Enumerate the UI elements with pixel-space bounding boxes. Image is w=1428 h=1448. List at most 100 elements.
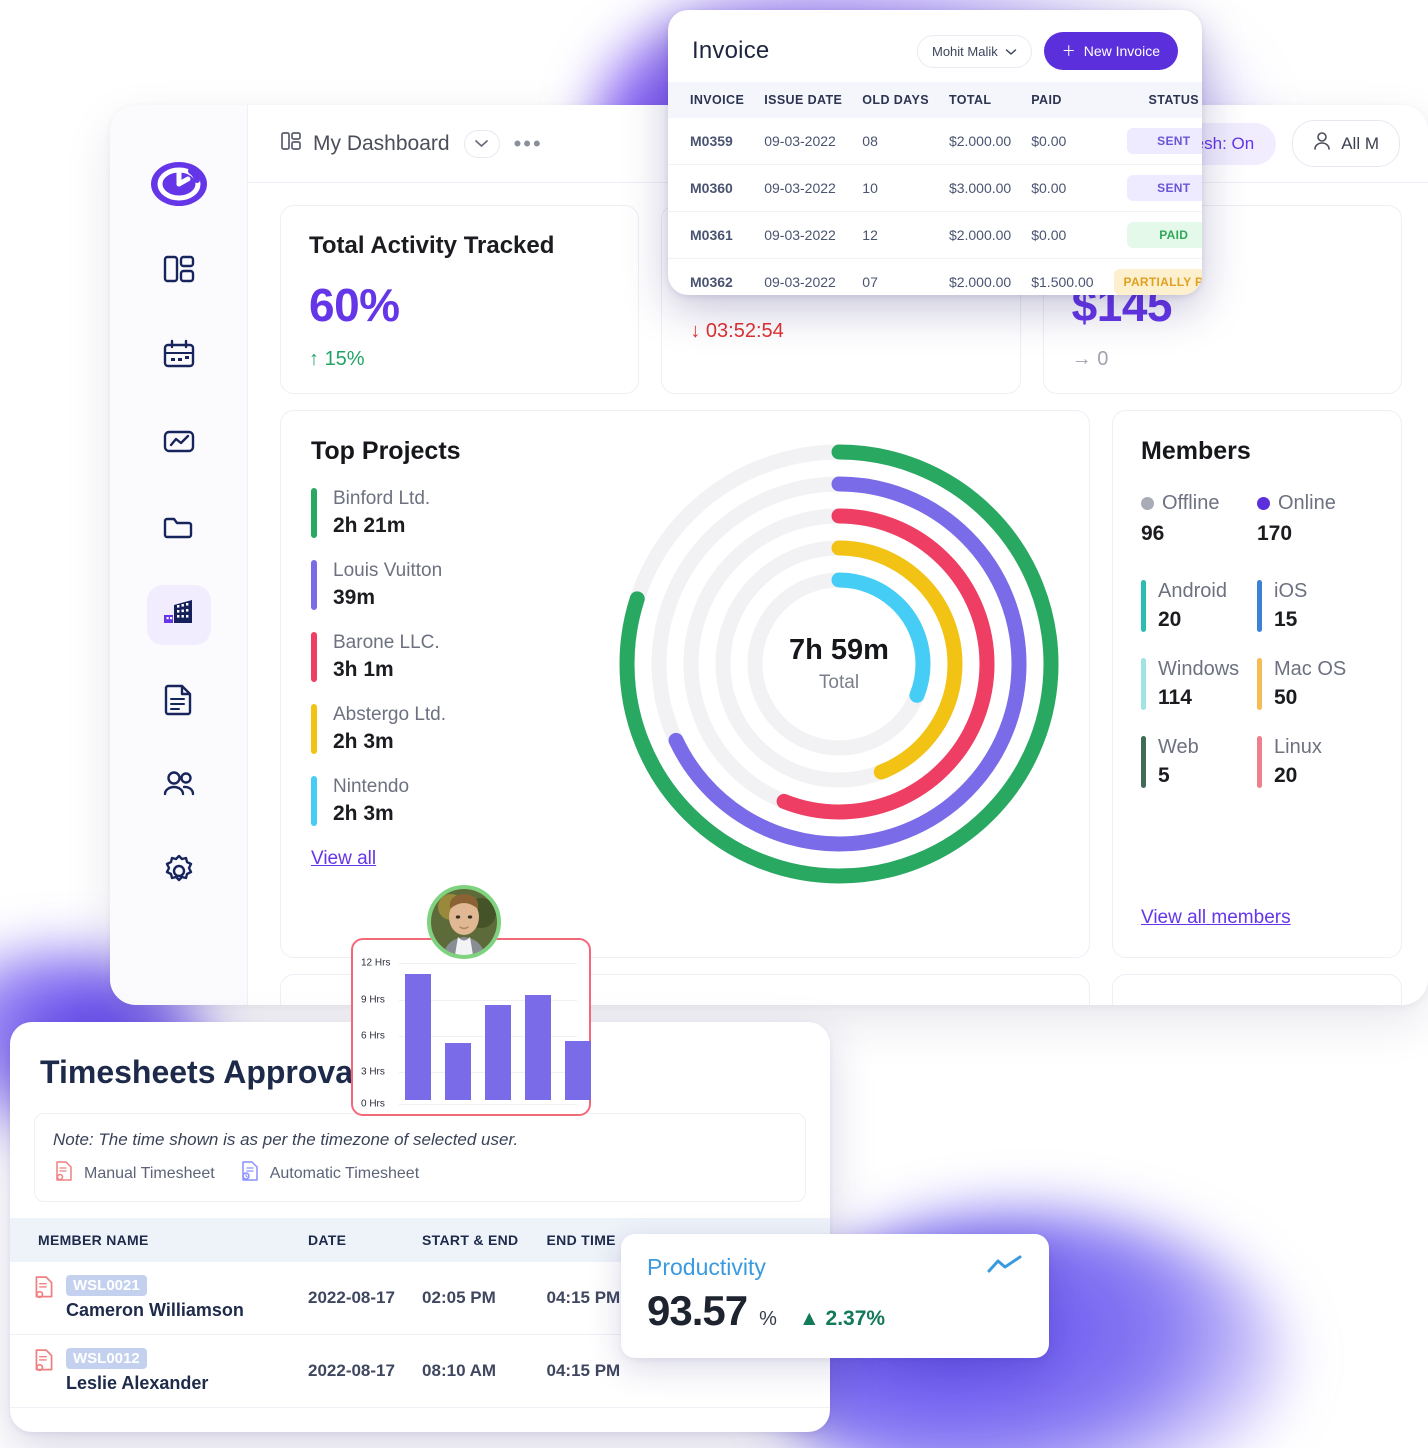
cell-total: $2.000.00 bbox=[938, 258, 1022, 295]
avatar[interactable] bbox=[427, 885, 501, 959]
project-time: 2h 21m bbox=[333, 514, 406, 537]
sidebar-item-reports[interactable] bbox=[147, 413, 211, 473]
table-row[interactable]: M0361 09-03-2022 12 $2.000.00 $0.00 PAID… bbox=[668, 211, 1202, 259]
layout-grid-icon bbox=[160, 250, 198, 293]
status-dot-online bbox=[1257, 497, 1270, 510]
col-start-end: START & END bbox=[414, 1218, 539, 1262]
sidebar-item-projects[interactable] bbox=[147, 499, 211, 559]
stat-delta-value: 0 bbox=[1097, 348, 1109, 370]
donut-center-labels: 7h 59m Total bbox=[609, 634, 1069, 694]
project-color-bar bbox=[311, 704, 317, 754]
cell-total: $2.000.00 bbox=[938, 118, 1022, 165]
list-item[interactable]: Barone LLC. 3h 1m bbox=[311, 632, 1059, 682]
view-all-projects-link[interactable]: View all bbox=[311, 848, 377, 869]
project-list: Binford Ltd. 2h 21m Louis Vuitton 39m bbox=[311, 488, 1059, 870]
platform-count: 5 bbox=[1158, 764, 1170, 787]
cell-issue-date: 09-03-2022 bbox=[754, 258, 853, 295]
sidebar-item-members[interactable] bbox=[147, 757, 211, 817]
timesheets-legend: Manual Timesheet Automatic Timesheet bbox=[53, 1160, 787, 1187]
project-name: Barone LLC. bbox=[333, 632, 440, 653]
gridline bbox=[399, 963, 577, 964]
bar bbox=[405, 974, 431, 1100]
list-item[interactable]: Louis Vuitton 39m bbox=[311, 560, 1059, 610]
folder-icon bbox=[160, 508, 198, 551]
top-projects-radial-chart: 7h 59m Total bbox=[609, 429, 1069, 899]
cell-old-days: 10 bbox=[852, 164, 939, 212]
project-time: 2h 3m bbox=[333, 730, 394, 753]
member-status-online: Online 170 bbox=[1257, 492, 1373, 546]
ellipsis-icon[interactable]: ••• bbox=[513, 130, 543, 156]
project-name: Abstergo Ltd. bbox=[333, 704, 447, 725]
col-invoice: INVOICE bbox=[668, 82, 755, 118]
platform-windows: Windows 114 bbox=[1141, 658, 1257, 710]
platform-count: 15 bbox=[1274, 608, 1298, 631]
clock-logo-icon[interactable] bbox=[148, 153, 210, 215]
y-tick: 9 Hrs bbox=[361, 994, 385, 1006]
invoice-user-select[interactable]: Mohit Malik bbox=[916, 34, 1032, 68]
sidebar-item-dashboard[interactable] bbox=[147, 241, 211, 301]
member-status-offline: Offline 96 bbox=[1141, 492, 1257, 546]
member-location-panel: Member Location 180 150 120 90 60 bbox=[1112, 974, 1402, 1005]
platform-ios: iOS 15 bbox=[1257, 580, 1373, 632]
manual-timesheet-icon bbox=[32, 1348, 56, 1379]
invoice-card: Invoice Mohit Malik ＋ New Invoice INVOIC… bbox=[668, 10, 1202, 295]
view-all-members-link[interactable]: View all members bbox=[1141, 907, 1291, 928]
donut-total-label: Total bbox=[818, 672, 860, 693]
dashboard-dropdown-button[interactable] bbox=[463, 129, 500, 158]
dashboard-title-group: My Dashboard bbox=[280, 130, 450, 158]
sidebar-item-documents[interactable] bbox=[147, 671, 211, 731]
member-cell: WSL0021 Cameron Williamson bbox=[32, 1275, 292, 1321]
panel-title: Top Projects bbox=[311, 437, 461, 465]
stat-delta: ↑ 15% bbox=[309, 348, 610, 371]
radial-arc-nintendo bbox=[747, 572, 931, 756]
members-filter-button[interactable]: All M bbox=[1292, 120, 1400, 167]
sidebar-item-company[interactable] bbox=[146, 585, 211, 645]
plot-area bbox=[399, 963, 591, 1100]
status-label: Online bbox=[1278, 492, 1336, 514]
table-row[interactable]: M0359 09-03-2022 08 $2.000.00 $0.00 SENT… bbox=[668, 118, 1202, 165]
donut-total-value: 7h 59m bbox=[789, 634, 889, 666]
cell-paid: $0.00 bbox=[1021, 164, 1104, 212]
bar bbox=[525, 994, 551, 1100]
invoice-header-actions: Mohit Malik ＋ New Invoice bbox=[916, 32, 1178, 70]
cell-paid: $0.00 bbox=[1021, 118, 1104, 165]
chart-line-icon bbox=[987, 1254, 1023, 1281]
radial-arc-barone bbox=[683, 508, 995, 820]
table-row[interactable]: M0360 09-03-2022 10 $3.000.00 $0.00 SENT… bbox=[668, 164, 1202, 212]
cell-old-days: 07 bbox=[852, 258, 939, 295]
productivity-unit: % bbox=[759, 1308, 777, 1330]
cell-total: $2.000.00 bbox=[938, 211, 1022, 259]
table-header-row: INVOICE ISSUE DATE OLD DAYS TOTAL PAID S… bbox=[668, 82, 1202, 118]
legend-automatic-timesheet: Automatic Timesheet bbox=[239, 1160, 419, 1187]
legend-manual-timesheet: Manual Timesheet bbox=[53, 1160, 215, 1187]
cell-date: 2022-08-17 bbox=[300, 1262, 415, 1335]
list-item[interactable]: Binford Ltd. 2h 21m bbox=[311, 488, 1059, 538]
y-tick: 0 Hrs bbox=[361, 1098, 385, 1110]
sidebar-item-settings[interactable] bbox=[147, 843, 211, 903]
productivity-values: 93.57 % ▲ 2.37% bbox=[647, 1287, 1023, 1335]
chevron-down-icon bbox=[1005, 44, 1017, 59]
project-color-bar bbox=[311, 776, 317, 826]
platform-count: 20 bbox=[1158, 608, 1182, 631]
platform-label: Web bbox=[1158, 736, 1199, 758]
invoice-header: Invoice Mohit Malik ＋ New Invoice bbox=[668, 10, 1202, 82]
table-row[interactable]: WSL0012 Leslie Alexander 2022-08-17 08:1… bbox=[10, 1334, 830, 1408]
legend-label: Automatic Timesheet bbox=[269, 1164, 420, 1182]
sidebar-item-calendar[interactable] bbox=[147, 327, 211, 387]
col-member-name: MEMBER NAME bbox=[10, 1218, 300, 1262]
table-row[interactable]: M0362 09-03-2022 07 $2.000.00 $1.500.00 … bbox=[668, 258, 1202, 295]
stat-delta-value: 03:52:54 bbox=[705, 320, 784, 342]
list-item[interactable]: Nintendo 2h 3m bbox=[311, 776, 1059, 826]
platform-label: Mac OS bbox=[1274, 658, 1347, 680]
sidebar bbox=[110, 105, 248, 1005]
list-item[interactable]: Abstergo Ltd. 2h 3m bbox=[311, 704, 1059, 754]
status-badge: PARTIALLY PAID bbox=[1113, 269, 1202, 295]
usage-percent: 23% bbox=[985, 1001, 1059, 1005]
new-invoice-button[interactable]: ＋ New Invoice bbox=[1043, 32, 1178, 70]
project-time: 39m bbox=[333, 586, 376, 609]
platform-color-bar bbox=[1257, 580, 1262, 632]
cell-old-days: 12 bbox=[852, 211, 939, 259]
bar bbox=[565, 1040, 591, 1100]
platform-color-bar bbox=[1141, 580, 1146, 632]
cell-total: $3.000.00 bbox=[938, 164, 1022, 212]
